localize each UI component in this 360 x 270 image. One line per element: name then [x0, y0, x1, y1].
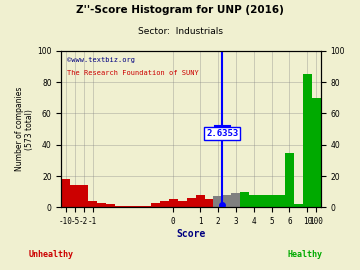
Bar: [231, 193, 240, 207]
Bar: [204, 200, 213, 207]
Bar: [79, 185, 88, 207]
Y-axis label: Number of companies
(573 total): Number of companies (573 total): [15, 87, 35, 171]
Bar: [106, 204, 115, 207]
Bar: [124, 206, 133, 207]
Bar: [115, 206, 124, 207]
Bar: [240, 192, 249, 207]
Bar: [222, 195, 231, 207]
Text: Unhealthy: Unhealthy: [29, 250, 74, 259]
Bar: [195, 195, 204, 207]
Bar: [133, 206, 142, 207]
Bar: [258, 195, 267, 207]
Bar: [160, 201, 169, 207]
Bar: [276, 195, 285, 207]
Bar: [142, 206, 151, 207]
Text: Z''-Score Histogram for UNP (2016): Z''-Score Histogram for UNP (2016): [76, 5, 284, 15]
Bar: [294, 204, 303, 207]
Text: Sector:  Industrials: Sector: Industrials: [138, 27, 222, 36]
Bar: [62, 179, 70, 207]
Bar: [312, 98, 321, 207]
X-axis label: Score: Score: [176, 229, 206, 239]
Text: ©www.textbiz.org: ©www.textbiz.org: [67, 57, 135, 63]
Text: Healthy: Healthy: [288, 250, 323, 259]
Bar: [285, 153, 294, 207]
Bar: [303, 74, 312, 207]
Bar: [213, 196, 222, 207]
Text: The Research Foundation of SUNY: The Research Foundation of SUNY: [67, 70, 198, 76]
Bar: [178, 201, 186, 207]
Bar: [151, 202, 160, 207]
Bar: [97, 202, 106, 207]
Bar: [249, 195, 258, 207]
Bar: [70, 185, 79, 207]
Text: 2.6353: 2.6353: [206, 129, 239, 138]
Bar: [88, 201, 97, 207]
Bar: [169, 200, 178, 207]
Bar: [186, 198, 195, 207]
Bar: [267, 195, 276, 207]
